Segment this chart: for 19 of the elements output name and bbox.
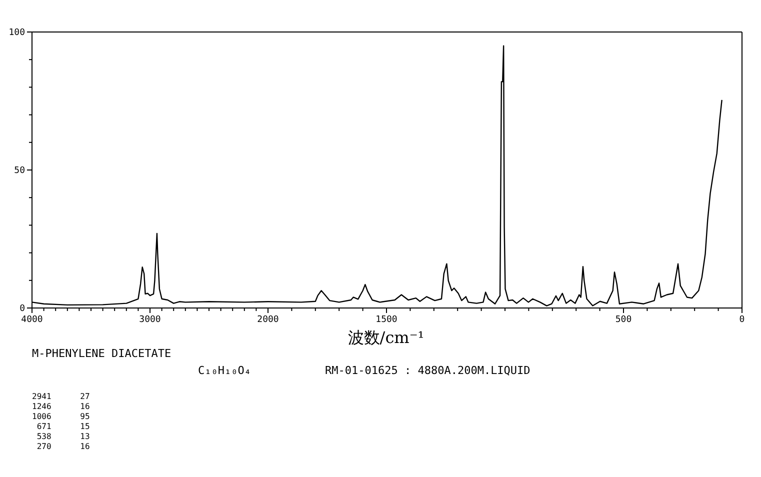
x-tick-label: 2000 [257, 315, 279, 325]
y-tick-label: 100 [8, 28, 25, 38]
y-tick-label: 50 [14, 166, 25, 176]
y-tick-label: 0 [20, 304, 25, 314]
text: 538 13 [32, 432, 90, 441]
x-axis-title: 波数/cm⁻¹ [348, 328, 424, 347]
text: RM-01-01625 : 4880A.200M.LIQUID [325, 364, 530, 377]
x-tick-label: 1500 [376, 315, 398, 325]
x-tick-label: 0 [739, 315, 745, 325]
x-tick-label: 4000 [21, 315, 43, 325]
text: 671 15 [32, 422, 90, 431]
text: 2941 27 [32, 392, 90, 401]
text: 270 16 [32, 442, 90, 451]
text: M-PHENYLENE DIACETATE [32, 347, 172, 360]
text: 1006 95 [32, 412, 90, 421]
x-tick-label: 3000 [139, 315, 161, 325]
text: 1246 16 [32, 402, 90, 411]
x-tick-label: 500 [615, 315, 632, 325]
text: C₁₀H₁₀O₄ [198, 364, 251, 377]
